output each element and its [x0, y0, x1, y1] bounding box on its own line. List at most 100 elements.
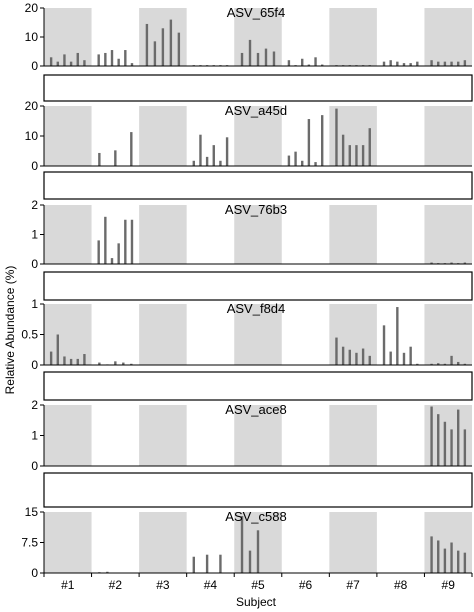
- bar: [389, 351, 392, 365]
- shade-band: [424, 8, 472, 66]
- bar: [314, 162, 317, 166]
- bar: [416, 363, 419, 365]
- y-tick-label: 20: [25, 99, 39, 113]
- shade-band: [234, 205, 282, 264]
- panel-separator: [43, 472, 473, 508]
- bar: [307, 64, 311, 66]
- shade-band: [329, 405, 377, 466]
- bar: [248, 550, 252, 573]
- bar: [389, 60, 392, 66]
- bar: [437, 414, 440, 466]
- bar: [396, 61, 399, 66]
- bar: [450, 262, 453, 264]
- bar: [264, 48, 268, 66]
- x-tick-label: #4: [204, 578, 218, 592]
- y-tick-label: 1: [31, 228, 38, 242]
- panel-title: ASV_65f4: [227, 5, 286, 20]
- bar: [104, 216, 107, 264]
- shade-band: [424, 205, 472, 264]
- y-tick-label: 7.5: [21, 536, 38, 550]
- bar: [450, 429, 453, 466]
- shade-band: [44, 8, 92, 66]
- y-tick-label: 0: [31, 257, 38, 271]
- bar: [443, 421, 447, 466]
- bar: [106, 571, 109, 573]
- bar: [430, 536, 433, 573]
- panel-title: ASV_76b3: [225, 202, 287, 217]
- bar: [130, 63, 134, 66]
- y-tick-label: 0: [31, 59, 38, 73]
- bar: [430, 406, 433, 466]
- bar: [97, 54, 100, 66]
- y-axis-label: Relative Abundance (%): [3, 266, 17, 395]
- shade-band: [329, 205, 377, 264]
- shade-band: [44, 106, 92, 166]
- bar: [335, 337, 338, 365]
- bar: [117, 243, 120, 264]
- bar: [443, 61, 447, 66]
- shade-band: [234, 304, 282, 365]
- bar: [161, 28, 165, 66]
- shade-band: [139, 205, 187, 264]
- x-tick-label: #1: [61, 578, 75, 592]
- bar: [219, 160, 222, 166]
- shade-band: [139, 405, 187, 466]
- bar: [104, 52, 107, 66]
- shade-band: [234, 405, 282, 466]
- bar: [205, 554, 209, 573]
- bar: [83, 60, 86, 66]
- bar: [443, 548, 447, 573]
- bar: [463, 552, 467, 573]
- y-tick-label: 0: [31, 159, 38, 173]
- x-tick-label: #9: [442, 578, 456, 592]
- bar: [463, 60, 467, 66]
- y-tick-label: 2: [31, 398, 38, 412]
- bar: [114, 361, 117, 365]
- y-tick-label: 1: [31, 297, 38, 311]
- bar: [240, 516, 244, 573]
- bar: [457, 409, 460, 466]
- bar: [307, 119, 311, 166]
- shade-band: [139, 106, 187, 166]
- bar: [199, 134, 202, 166]
- bar: [56, 334, 59, 365]
- x-tick-label: #5: [251, 578, 265, 592]
- y-tick-label: 10: [25, 30, 39, 44]
- bar: [256, 52, 260, 66]
- bar: [130, 363, 133, 365]
- bar: [212, 145, 215, 166]
- bar: [83, 354, 86, 365]
- bar: [409, 346, 412, 365]
- bar: [49, 57, 53, 66]
- y-tick-label: 0.5: [21, 328, 38, 342]
- bar: [341, 346, 345, 365]
- y-tick-label: 1: [31, 429, 38, 443]
- bar: [355, 145, 358, 166]
- shade-band: [424, 106, 472, 166]
- bar: [430, 363, 433, 365]
- bar: [124, 50, 127, 66]
- bar: [98, 362, 101, 365]
- bar: [192, 556, 195, 573]
- bar: [402, 352, 406, 365]
- bar: [130, 132, 133, 166]
- x-axis-label: Subject: [236, 595, 277, 609]
- bar: [443, 363, 447, 365]
- bar: [248, 39, 252, 66]
- bar: [437, 540, 440, 573]
- shade-band: [234, 106, 282, 166]
- bar: [169, 19, 173, 67]
- y-tick-label: 10: [25, 129, 39, 143]
- bar: [450, 61, 453, 66]
- bar: [76, 358, 79, 365]
- bar: [177, 32, 181, 66]
- bar: [272, 51, 276, 66]
- bar: [49, 351, 53, 365]
- panel-title: ASV_c588: [225, 509, 286, 524]
- bar: [437, 61, 440, 66]
- panel-title: ASV_a45d: [225, 103, 287, 118]
- y-tick-label: 0: [31, 358, 38, 372]
- shade-band: [139, 512, 187, 573]
- y-tick-label: 20: [25, 1, 39, 15]
